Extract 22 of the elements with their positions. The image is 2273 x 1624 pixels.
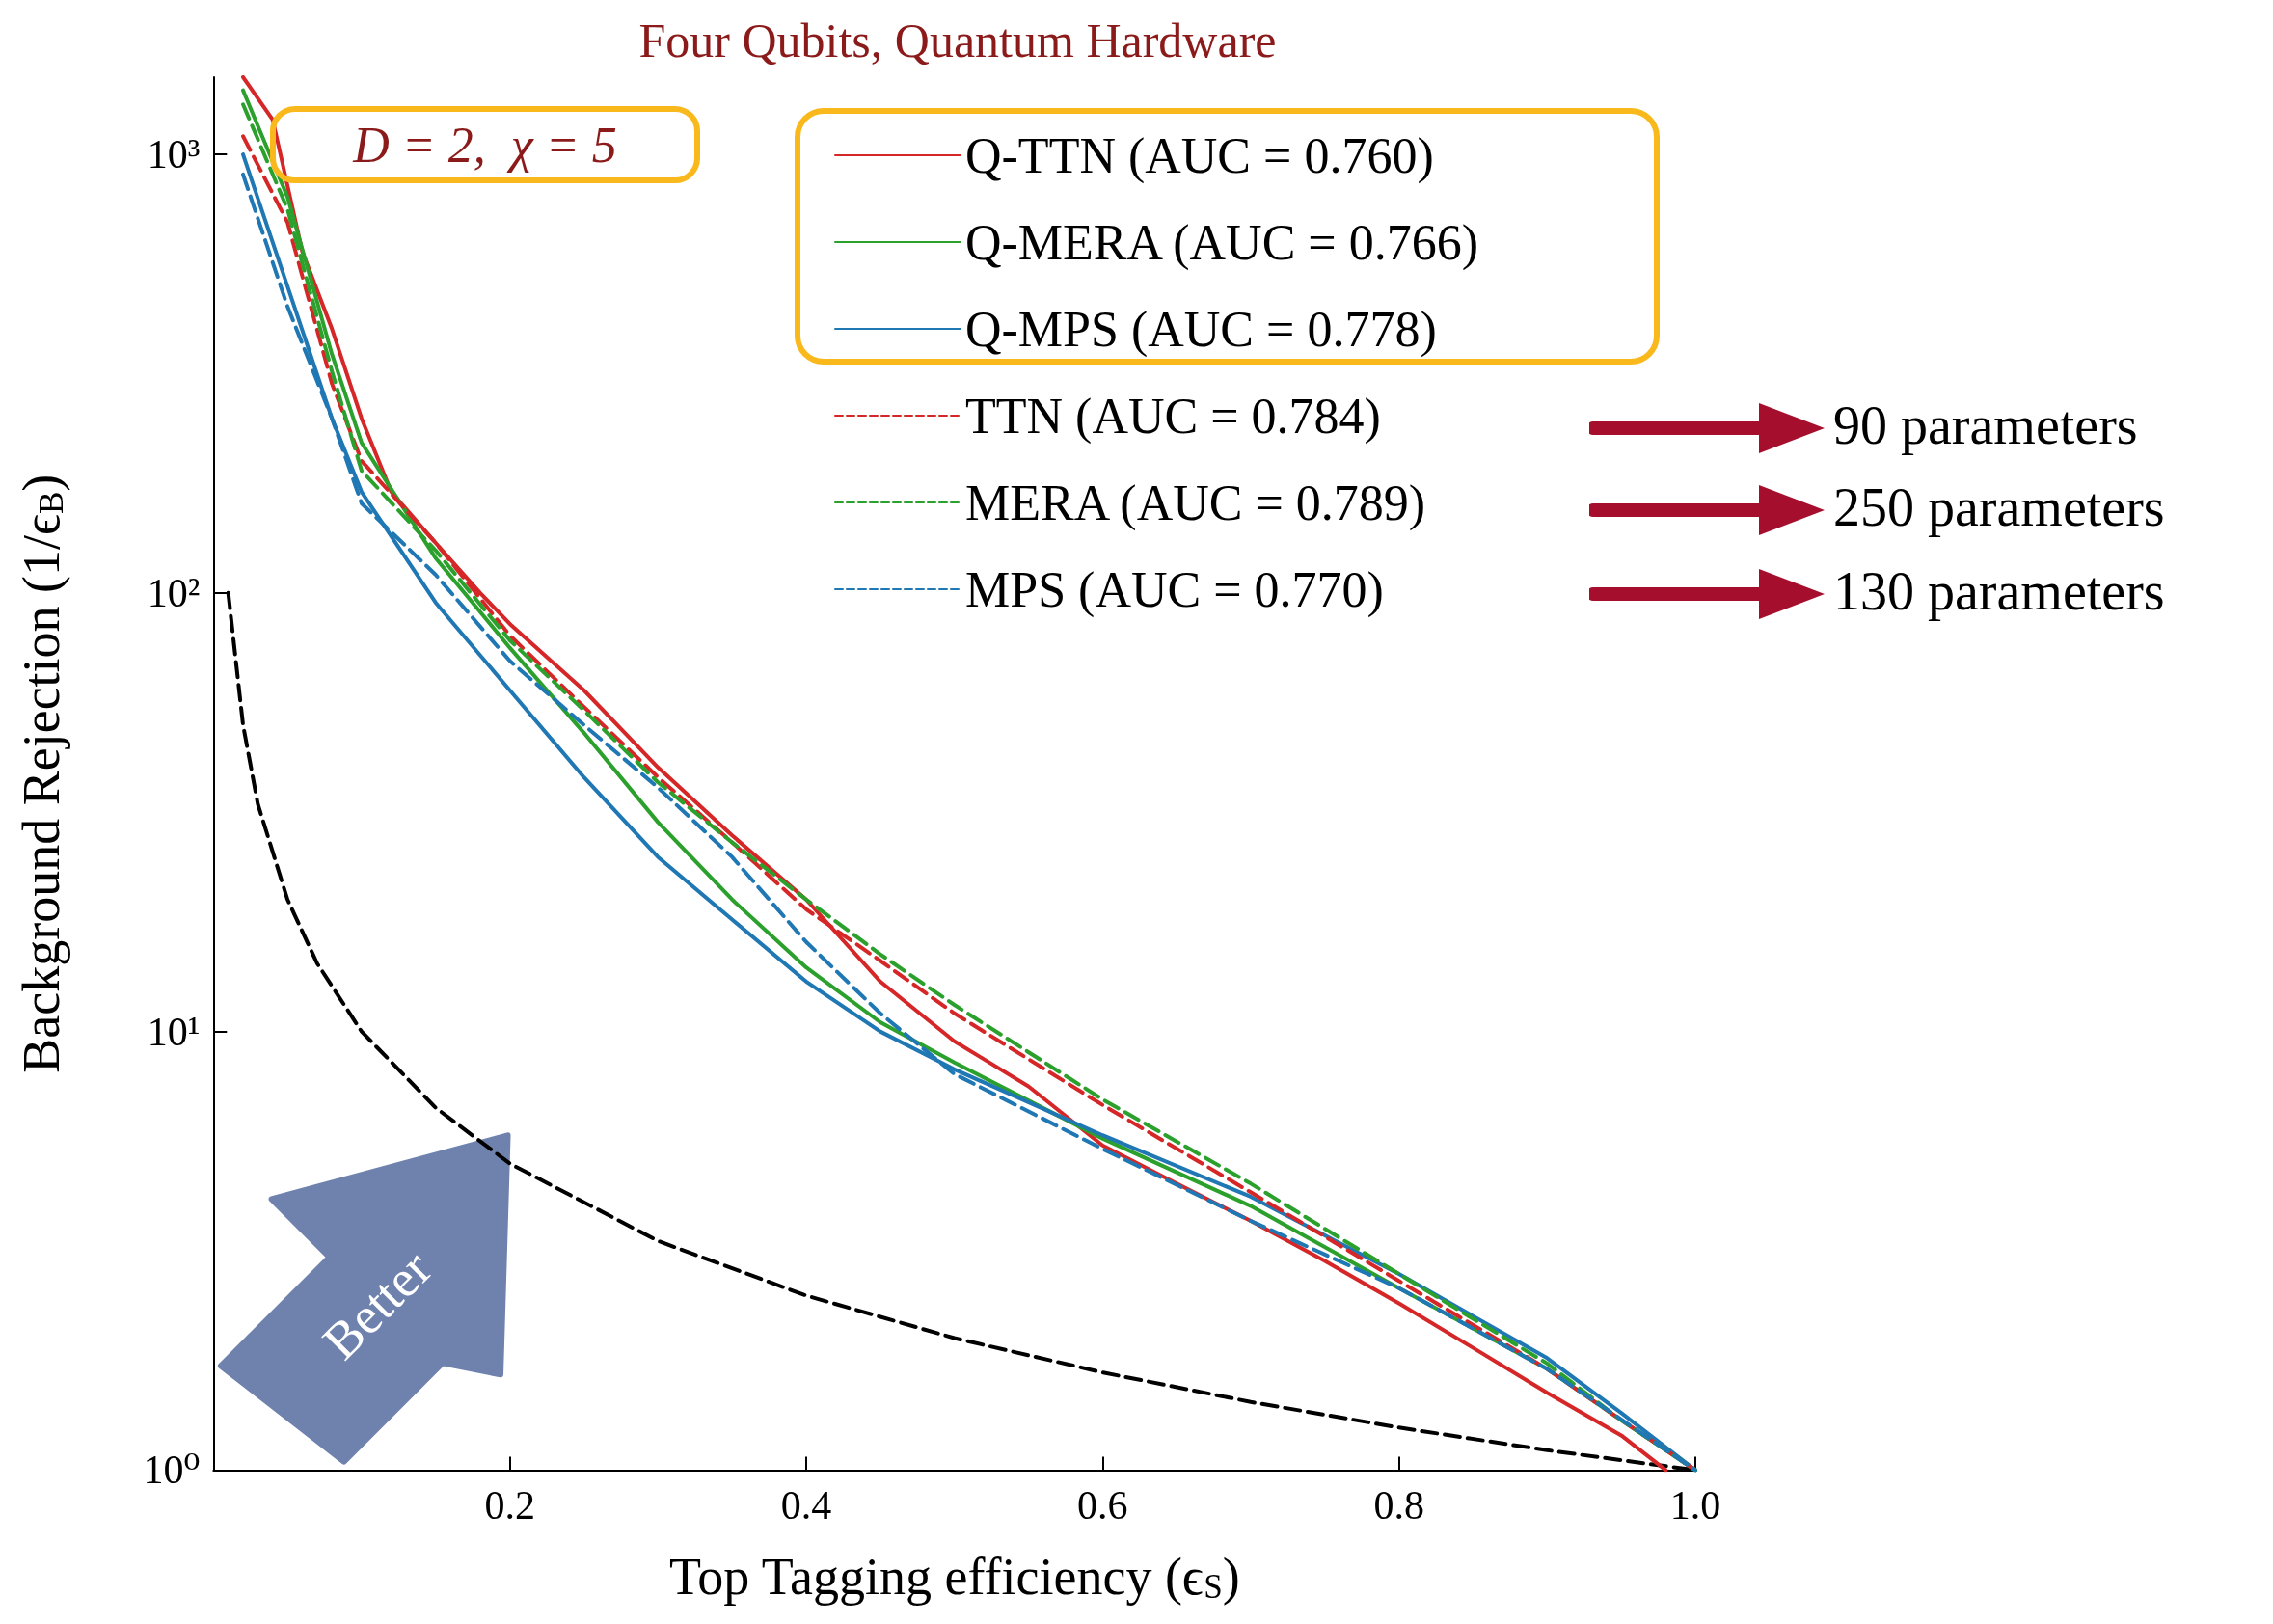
legend-label: MPS (AUC = 0.770) (965, 561, 1384, 618)
chart-title: Four Qubits, Quantum Hardware (638, 14, 1277, 68)
y-tick-label: 10² (147, 570, 201, 615)
x-tick-label: 0.6 (1077, 1483, 1128, 1529)
x-axis-title: Top Tagging efficiency (ϵS) (669, 1547, 1240, 1606)
y-tick-label: 10¹ (147, 1009, 201, 1054)
text: 90 parameters (1833, 393, 2138, 456)
text: 130 parameters (1833, 559, 2165, 622)
x-tick-label: 0.4 (780, 1483, 832, 1529)
x-tick-label: 0.2 (484, 1483, 535, 1529)
y-tick-label: 10⁰ (143, 1448, 201, 1493)
y-tick-label: 10³ (147, 132, 201, 177)
annotation: D = 2, χ = 5 (353, 116, 617, 174)
x-tick-label: 1.0 (1669, 1483, 1721, 1529)
legend-label: Q-TTN (AUC = 0.760) (965, 127, 1434, 184)
x-tick-label: 0.8 (1373, 1483, 1424, 1529)
legend-label: Q-MERA (AUC = 0.766) (965, 214, 1478, 271)
y-axis-title: Background Rejection (1/ϵB) (13, 474, 71, 1073)
legend-label: MERA (AUC = 0.789) (965, 474, 1426, 531)
legend-label: Q-MPS (AUC = 0.778) (965, 301, 1437, 358)
text: 250 parameters (1833, 475, 2165, 538)
legend-label: TTN (AUC = 0.784) (965, 388, 1381, 445)
